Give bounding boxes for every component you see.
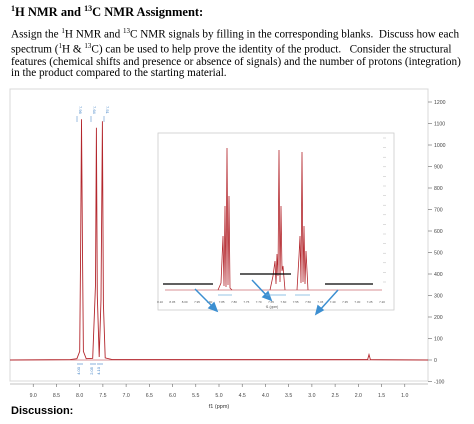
y-tick-label: 500 — [434, 250, 443, 256]
inset-x-tick-label: 8.10 — [157, 300, 163, 304]
inset-peak-cluster-2 — [269, 149, 286, 291]
inset-x-tick-label: 7.70 — [256, 300, 262, 304]
y-tick-label: 1000 — [434, 143, 446, 149]
inset-x-tick-label: 7.60 — [280, 300, 286, 304]
spectrum-line — [9, 119, 429, 361]
arrow-1-head — [207, 301, 219, 313]
inset-x-tick-label: 7.65 — [268, 300, 274, 304]
instructions-text: Assign the 1H NMR and 13C NMR signals by… — [11, 27, 461, 80]
x-tick-label: 6.0 — [169, 393, 176, 399]
inset-x-tick-label: 7.80 — [231, 300, 237, 304]
x-tick-label: 8.0 — [76, 393, 83, 399]
inset-x-tick-label: 7.95 — [194, 300, 200, 304]
arrow-3-head — [314, 304, 325, 316]
inset-peak-cluster-3 — [296, 151, 309, 291]
y-tick-label: 700 — [434, 207, 443, 213]
nmr-spectrum-chart: 1200110010009008007006005004003002001000… — [9, 88, 446, 410]
x-tick-label: 9.0 — [30, 393, 37, 399]
x-tick-label: 2.5 — [332, 393, 339, 399]
x-tick-label: 3.0 — [308, 393, 315, 399]
x-tick-label: 7.5 — [99, 393, 106, 399]
inset-spectrum: 8.10 8.05 8.00 7.95 7.90 7.85 7.80 7.75 7.70 7.65… — [157, 132, 395, 316]
plot-frame — [9, 88, 429, 382]
inset-x-tick-label: 7.55 — [293, 300, 299, 304]
x-axis: 9.0 8.5 8.0 7.5 7.0 6.5 6.0 5.5 5.0 4.5 4.0 3.5 3.0 2… — [10, 383, 428, 399]
integration-value: 4.10 — [96, 366, 101, 375]
inset-x-tick-label: 7.25 — [367, 300, 373, 304]
y-tick-label: 300 — [434, 293, 443, 299]
integration-labels: 4.00 2.05 4.10 — [76, 363, 103, 375]
inset-y-ticks — [383, 137, 386, 283]
x-tick-label: 1.5 — [378, 393, 385, 399]
x-tick-label: 5.0 — [215, 393, 222, 399]
y-tick-label: -100 — [434, 379, 444, 385]
inset-x-tick-label: 8.05 — [169, 300, 175, 304]
y-tick-label: 0 — [434, 358, 437, 364]
inset-x-label: f1 (ppm) — [266, 305, 279, 309]
inset-x-tick-label: 7.30 — [354, 300, 360, 304]
y-tick-label: 400 — [434, 272, 443, 278]
x-tick-label: 8.5 — [53, 393, 60, 399]
peak-label: 7.51 — [105, 106, 110, 115]
x-tick-label: 7.0 — [123, 393, 130, 399]
peak-label: 7.64 — [92, 106, 97, 115]
inset-peak-cluster-1 — [217, 147, 233, 291]
inset-x-tick-label: 7.75 — [243, 300, 249, 304]
inset-x-tick-label: 7.50 — [305, 300, 311, 304]
x-tick-label: 4.0 — [262, 393, 269, 399]
inset-x-tick-label: 7.40 — [330, 300, 336, 304]
inset-x-tick-label: 7.35 — [342, 300, 348, 304]
inset-x-tick-label: 7.85 — [219, 300, 225, 304]
peak-labels: 7.96 7.64 7.51 — [76, 106, 110, 122]
inset-x-tick-label: 8.00 — [182, 300, 188, 304]
y-tick-label: 800 — [434, 186, 443, 192]
y-tick-label: 1200 — [434, 100, 446, 106]
x-tick-label: 1.0 — [401, 393, 408, 399]
x-tick-label: 6.5 — [146, 393, 153, 399]
x-axis-label: f1 (ppm) — [209, 404, 230, 410]
x-tick-label: 4.5 — [239, 393, 246, 399]
inset-x-tick-label: 7.90 — [206, 300, 212, 304]
y-tick-label: 100 — [434, 336, 443, 342]
x-tick-label: 3.5 — [285, 393, 292, 399]
y-tick-label: 600 — [434, 229, 443, 235]
inset-x-tick-label: 7.20 — [379, 300, 385, 304]
inset-x-ticks: 8.10 8.05 8.00 7.95 7.90 7.85 7.80 7.75 7.70 7.65… — [157, 300, 385, 304]
discussion-label: Discussion: — [11, 405, 74, 417]
peak-label: 7.96 — [78, 106, 83, 115]
integration-value: 2.05 — [89, 366, 94, 375]
arrow-1 — [194, 288, 215, 309]
arrow-3 — [318, 289, 339, 312]
page-title: 1H NMR and 13C NMR Assignment: — [11, 4, 204, 20]
inset-x-tick-label: 7.45 — [317, 300, 323, 304]
y-axis: 1200110010009008007006005004003002001000… — [428, 100, 446, 385]
y-tick-label: 1100 — [434, 121, 445, 127]
arrow-2-head — [261, 290, 273, 302]
integration-value: 4.00 — [76, 366, 81, 375]
y-tick-label: 200 — [434, 315, 443, 321]
x-tick-label: 5.5 — [192, 393, 199, 399]
x-tick-label: 2.0 — [355, 393, 362, 399]
y-tick-label: 900 — [434, 164, 443, 170]
